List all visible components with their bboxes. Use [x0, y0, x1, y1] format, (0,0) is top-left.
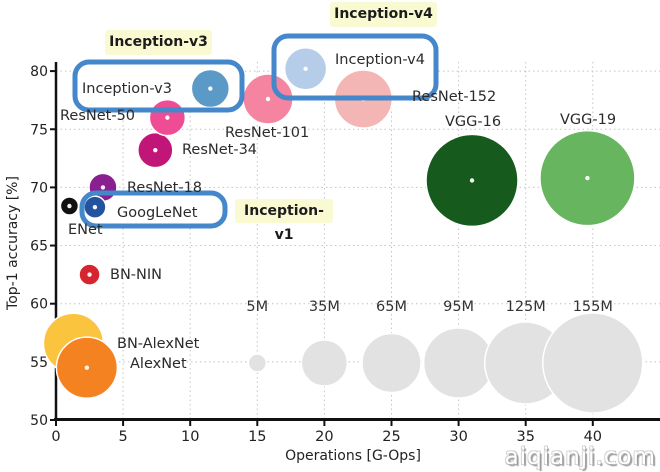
bubble-center-dot-vgg-19	[585, 175, 590, 181]
legend-label-65M: 65M	[376, 299, 407, 315]
network-label-bn-alexnet: BN-AlexNet	[117, 336, 200, 352]
highlight-box-fill-googlenet	[82, 193, 225, 226]
x-tick-label: 35	[516, 429, 534, 445]
network-label-resnet-18: ResNet-18	[127, 180, 202, 196]
callout-inception-v3: Inception-v3	[105, 30, 212, 55]
x-tick-label: 0	[51, 429, 60, 445]
network-label-googlenet: GoogLeNet	[117, 205, 198, 221]
bubble-center-dot-alexnet	[84, 365, 90, 370]
network-label-alexnet: AlexNet	[130, 356, 187, 372]
legend-label-95M: 95M	[443, 299, 474, 315]
x-tick-label: 20	[315, 429, 333, 445]
network-label-bn-nin: BN-NIN	[110, 267, 162, 283]
network-label-resnet-50: ResNet-50	[60, 108, 135, 124]
bubble-center-dot-resnet-34	[153, 147, 158, 153]
legend-label-125M: 125M	[506, 299, 546, 315]
y-tick-label: 70	[30, 180, 48, 196]
legend-bubble-65M	[361, 332, 422, 394]
x-tick-label: 15	[248, 429, 266, 445]
bubble-center-dot-vgg-16	[469, 178, 475, 183]
legend-bubble-35M	[300, 339, 349, 387]
network-label-vgg-19: VGG-19	[560, 112, 616, 128]
legend-label-155M: 155M	[573, 299, 613, 315]
legend-label-5M: 5M	[246, 299, 268, 315]
callout-inception-v1: Inception-v1	[235, 199, 333, 243]
highlight-box-inception-v4	[271, 33, 439, 101]
highlight-box-inception-v3	[72, 59, 245, 113]
highlight-box-googlenet	[79, 190, 228, 229]
legend-label-35M: 35M	[309, 299, 340, 315]
legend-bubble-95M	[422, 327, 495, 399]
watermark: aiqianji.com	[504, 444, 656, 470]
network-label-resnet-101: ResNet-101	[225, 125, 309, 141]
bubble-center-dot-resnet-101	[265, 96, 271, 102]
y-tick-label: 75	[30, 122, 48, 138]
x-tick-label: 40	[584, 429, 602, 445]
network-label-vgg-16: VGG-16	[445, 114, 501, 130]
bubble-center-dot-enet	[67, 203, 72, 209]
bubble-center-dot-inception-v4	[303, 66, 308, 71]
x-axis-title: Operations [G-Ops]	[285, 448, 421, 464]
legend-bubble-5M	[247, 353, 268, 373]
x-tick-label: 30	[449, 429, 467, 445]
network-label-resnet-34: ResNet-34	[182, 142, 257, 158]
y-axis-title: Top-1 accuracy [%]	[5, 176, 21, 311]
x-tick-label: 10	[181, 429, 199, 445]
callout-inception-v4: Inception-v4	[330, 2, 437, 27]
network-label-resnet-152: ResNet-152	[412, 89, 496, 105]
bubble-center-dot-resnet-50	[165, 115, 170, 120]
y-tick-label: 60	[30, 297, 48, 313]
legend-bubble-155M	[542, 312, 644, 414]
y-tick-label: 55	[30, 355, 48, 371]
bubble-center-dot-googlenet	[92, 204, 98, 210]
bubble-center-dot-resnet-18	[100, 185, 106, 190]
y-tick-label: 65	[30, 239, 48, 255]
network-label-inception-v3: Inception-v3	[82, 81, 172, 97]
x-tick-label: 25	[382, 429, 400, 445]
bubble-center-dot-bn-nin	[87, 272, 92, 277]
bubble-center-dot-inception-v3	[208, 86, 213, 91]
y-tick-label: 50	[30, 413, 48, 429]
network-label-enet: ENet	[68, 222, 103, 238]
network-label-inception-v4: Inception-v4	[335, 52, 425, 68]
y-tick-label: 80	[30, 64, 48, 80]
x-tick-label: 5	[118, 429, 127, 445]
